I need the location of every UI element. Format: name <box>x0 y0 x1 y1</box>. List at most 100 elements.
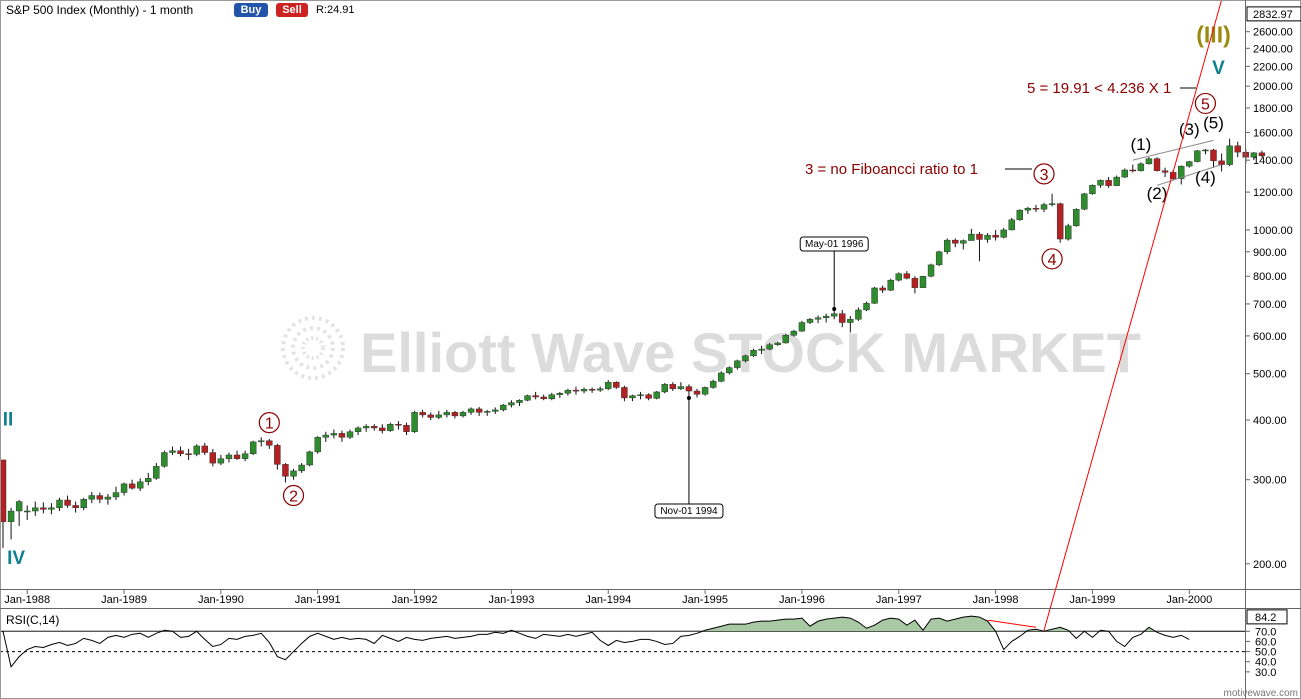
candle-body <box>451 412 459 417</box>
candle <box>532 391 539 400</box>
candle <box>806 318 814 325</box>
candle <box>1234 141 1241 158</box>
candle-body <box>572 389 580 392</box>
candle <box>185 448 192 460</box>
sell-button[interactable]: Sell <box>276 3 308 17</box>
candle <box>467 407 475 415</box>
candle <box>580 387 588 394</box>
candle <box>992 229 999 241</box>
candle <box>766 342 773 351</box>
candle-body <box>395 424 402 426</box>
candle-body <box>427 414 434 418</box>
candle <box>1008 217 1015 231</box>
candle-body <box>976 233 983 240</box>
candle-body <box>475 408 483 413</box>
candle-body <box>322 434 329 438</box>
candle-body <box>290 470 297 477</box>
candle-body <box>379 427 386 431</box>
candle <box>782 333 789 344</box>
candle <box>169 446 176 455</box>
candle-body <box>564 389 572 394</box>
candle-body <box>653 391 660 399</box>
candle <box>72 501 79 513</box>
candle <box>306 450 313 467</box>
wave-label-text: (III) <box>1196 21 1231 47</box>
candle-body <box>161 452 168 467</box>
candle-body <box>516 400 523 403</box>
candle <box>80 497 87 511</box>
candle-body <box>669 384 677 389</box>
candle <box>919 275 927 288</box>
candle <box>1081 192 1088 211</box>
risk-label: R:24.91 <box>316 4 355 16</box>
candle-body <box>645 394 652 399</box>
candle <box>435 410 442 419</box>
candle <box>1016 209 1024 221</box>
candle-body <box>274 445 281 465</box>
candle-body <box>1129 169 1137 172</box>
price-tick-label: 2600.00 <box>1253 27 1293 39</box>
candle <box>500 404 507 412</box>
candle-body <box>1218 160 1225 165</box>
candle-body <box>798 322 806 332</box>
candle-body <box>822 315 830 318</box>
candle-body <box>48 507 55 510</box>
candle-body <box>500 404 507 411</box>
candle-body <box>871 287 878 304</box>
candle <box>403 422 410 436</box>
wave-channel-line <box>1132 139 1214 161</box>
candle-body <box>1194 150 1201 162</box>
candle-body <box>411 412 418 432</box>
candle <box>0 459 7 548</box>
candle <box>1121 168 1128 178</box>
candle-body <box>104 496 112 500</box>
candle <box>120 482 128 496</box>
candle-body <box>1016 209 1024 221</box>
candle-body <box>701 387 709 395</box>
candle-body <box>241 453 249 459</box>
candle <box>943 238 951 255</box>
candle-body <box>403 425 410 432</box>
candle-body <box>233 454 241 459</box>
wave-label-text: (1) <box>1130 135 1151 154</box>
candle <box>177 446 184 457</box>
candle <box>734 359 741 370</box>
date-callout-dot <box>686 396 691 400</box>
candle <box>709 379 717 389</box>
candle-body <box>24 510 31 513</box>
price-tick-label: 700.00 <box>1253 299 1287 311</box>
candle <box>112 486 120 501</box>
candle-body <box>169 450 176 453</box>
watermark: Elliott Wave STOCK MARKET <box>281 316 1141 384</box>
candle-body <box>56 499 63 509</box>
candle-body <box>556 393 564 395</box>
candle-body <box>314 437 321 453</box>
candle <box>661 383 668 394</box>
candle <box>1048 193 1056 207</box>
rsi-tick-label: 40.0 <box>1255 657 1276 669</box>
date-callout-dot <box>832 307 837 311</box>
candle-body <box>7 510 15 522</box>
buy-button[interactable]: Buy <box>234 3 268 17</box>
candle <box>613 381 620 389</box>
candle-body <box>153 466 160 479</box>
candle-body <box>532 395 539 398</box>
time-tick-label: Jan-1996 <box>779 594 825 606</box>
time-tick-label: Jan-1992 <box>392 594 438 606</box>
candle <box>492 407 499 414</box>
candle <box>161 450 168 468</box>
candle-body <box>112 492 120 498</box>
candle <box>136 478 144 492</box>
candle <box>362 424 370 432</box>
time-tick-label: Jan-1994 <box>585 594 631 606</box>
wave-label-text: (4) <box>1195 168 1216 187</box>
price-tick-label: 2000.00 <box>1253 81 1293 93</box>
rsi-divergence-line <box>987 619 1037 628</box>
candle-body <box>201 445 208 453</box>
time-tick-label: Jan-1998 <box>973 594 1019 606</box>
candle-body <box>249 441 257 454</box>
candle <box>145 472 152 486</box>
candle-body <box>758 348 765 351</box>
candle <box>790 329 798 337</box>
